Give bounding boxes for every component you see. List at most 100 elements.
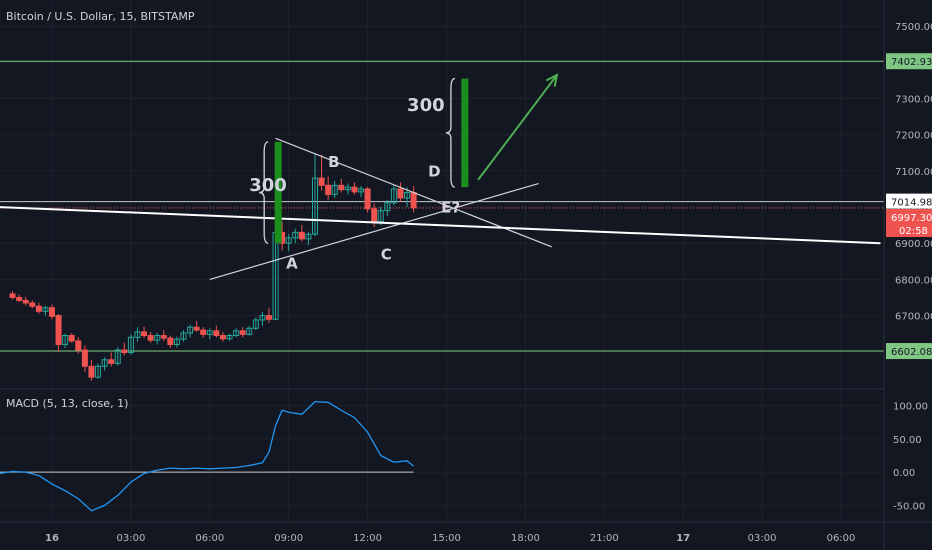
candle-body	[213, 330, 220, 337]
candle-body	[404, 192, 411, 199]
candle-body	[331, 184, 338, 195]
candle-body	[246, 327, 253, 335]
candle-body	[252, 319, 259, 329]
grid	[0, 0, 884, 522]
candle-body	[81, 349, 88, 367]
candle-body	[95, 365, 102, 378]
candle-body	[167, 337, 174, 346]
measure-bar	[461, 78, 469, 188]
wave-label-d: D	[428, 162, 440, 180]
candle-body	[55, 315, 62, 346]
wave-label-b: B	[328, 153, 339, 171]
reference-price-label: 7014.98	[891, 198, 932, 209]
projection-arrow-line	[477, 74, 558, 181]
upper-level-tag	[886, 53, 932, 70]
price-tick-label: 7200.00	[895, 131, 932, 142]
measure-brace	[259, 141, 269, 244]
current-price-label: 6997.30	[891, 213, 932, 224]
macd-indicator-label[interactable]: MACD (5, 13, close, 1)	[6, 397, 129, 410]
countdown-label: 02:58	[899, 226, 928, 237]
wave-label-a: A	[286, 255, 298, 273]
measure-brace	[445, 77, 456, 188]
annotations: 300 300 A B C DE?	[249, 73, 559, 273]
candle-body	[206, 330, 213, 335]
candle-body	[390, 188, 397, 204]
candle-body	[9, 293, 16, 299]
candle-body	[377, 210, 384, 223]
candle-body	[344, 186, 351, 191]
candle-body	[384, 202, 391, 212]
trendlines	[0, 137, 881, 281]
long-support-line	[0, 206, 881, 245]
macd-tick-label: 50.00	[893, 435, 922, 446]
candle-body	[338, 184, 345, 191]
candle-body	[127, 336, 134, 354]
candle-body	[62, 335, 69, 346]
candle-body	[318, 177, 325, 186]
time-tick-label: 09:00	[274, 533, 303, 544]
candles	[9, 152, 417, 381]
measure-label: 300	[249, 175, 287, 196]
horizontal-levels	[0, 60, 884, 352]
candle-body	[154, 335, 161, 341]
time-tick-label: 18:00	[511, 533, 540, 544]
candle-body	[312, 177, 318, 235]
candle-body	[42, 307, 49, 312]
candle-body	[200, 329, 207, 335]
time-tick-label: 12:00	[353, 533, 382, 544]
candle-body	[397, 188, 404, 199]
reference-price-tag	[886, 193, 932, 209]
candle-body	[265, 315, 272, 320]
price-labels: 7402.93 6602.08 7014.98 6997.30 02:58	[886, 53, 932, 360]
candle-body	[187, 326, 194, 334]
candle-body	[410, 192, 417, 209]
measure-label: 300	[407, 95, 445, 116]
macd-series-line	[0, 400, 415, 512]
candle-body	[193, 326, 200, 331]
lower-level-label: 6602.08	[891, 347, 932, 358]
candle-body	[22, 299, 29, 304]
candle-body	[259, 315, 266, 321]
measure-bar	[274, 141, 282, 244]
candle-body	[219, 335, 226, 340]
symbol-title[interactable]: Bitcoin / U.S. Dollar, 15, BITSTAMP	[6, 10, 195, 23]
candle-body	[147, 335, 154, 341]
time-tick-label: 17	[676, 533, 690, 544]
candle-body	[134, 331, 141, 338]
candle-body	[88, 365, 95, 378]
candle-body	[49, 307, 55, 317]
wave-label-e-q: E?	[441, 198, 460, 216]
candle-body	[371, 208, 378, 223]
price-tick-label: 7100.00	[895, 167, 932, 178]
time-tick-label: 16	[45, 533, 59, 544]
time-tick-label: 03:00	[116, 533, 145, 544]
candle-body	[364, 188, 371, 210]
candle-body	[298, 231, 305, 240]
triangle-lower-line	[209, 182, 539, 281]
price-tick-label: 6900.00	[895, 239, 932, 250]
macd-panel	[0, 388, 884, 512]
wave-label-c: C	[381, 246, 392, 264]
candle-body	[68, 335, 75, 342]
candle-body	[351, 186, 358, 193]
candle-body	[239, 330, 246, 335]
price-tick-label: 6800.00	[895, 275, 932, 286]
candle-body	[101, 359, 108, 367]
price-tick-label: 6700.00	[895, 312, 932, 323]
candle-body	[358, 188, 365, 193]
time-tick-label: 03:00	[748, 533, 777, 544]
candle-body	[233, 330, 240, 337]
candle-body	[121, 349, 128, 354]
macd-tick-label: 100.00	[893, 402, 928, 413]
time-tick-label: 06:00	[195, 533, 224, 544]
time-tick-label: 06:00	[827, 533, 856, 544]
candle-body	[173, 338, 180, 346]
candle-body	[160, 335, 167, 339]
candle-body	[141, 331, 148, 337]
price-tick-label: 7500.00	[895, 22, 932, 33]
candle-body	[325, 184, 332, 195]
candle-body	[180, 332, 187, 340]
lower-level-tag	[886, 343, 932, 360]
